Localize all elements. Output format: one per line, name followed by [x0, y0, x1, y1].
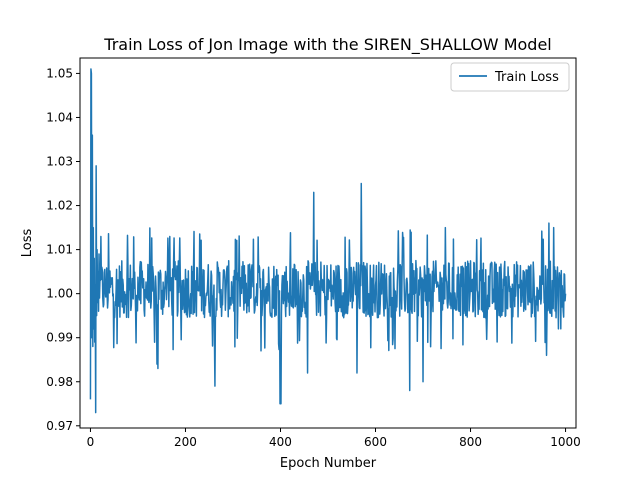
y-tick-label: 1.01 — [46, 243, 73, 257]
legend: Train Loss — [450, 62, 570, 92]
y-axis-ticks: 0.97 0.98 0.99 1.00 1.01 1.02 1.03 1.04 1.05 — [46, 66, 80, 433]
y-tick-label: 1.04 — [46, 110, 73, 124]
axes-frame — [79, 57, 577, 429]
y-tick-label: 0.99 — [46, 331, 73, 345]
y-tick-label: 0.98 — [46, 375, 73, 389]
train-loss-line — [89, 68, 567, 414]
y-tick-label: 1.02 — [46, 199, 73, 213]
x-tick-label: 400 — [269, 435, 292, 449]
x-tick-label: 600 — [364, 435, 387, 449]
x-tick-label: 1000 — [550, 435, 581, 449]
legend-label-train-loss: Train Loss — [494, 70, 559, 85]
x-tick-label: 0 — [87, 435, 95, 449]
chart-title: Train Loss of Jon Image with the SIREN_S… — [103, 35, 551, 55]
y-tick-label: 0.97 — [46, 419, 73, 433]
y-tick-label: 1.03 — [46, 155, 73, 169]
x-axis-label: Epoch Number — [280, 456, 377, 471]
legend-box — [450, 62, 570, 92]
x-tick-label: 800 — [459, 435, 482, 449]
x-tick-label: 200 — [174, 435, 197, 449]
y-axis-label: Loss — [20, 229, 35, 258]
y-tick-label: 1.05 — [46, 66, 73, 80]
x-axis-ticks: 0 200 400 600 800 1000 — [87, 428, 581, 449]
plot-area — [80, 58, 576, 428]
y-tick-label: 1.00 — [46, 287, 73, 301]
